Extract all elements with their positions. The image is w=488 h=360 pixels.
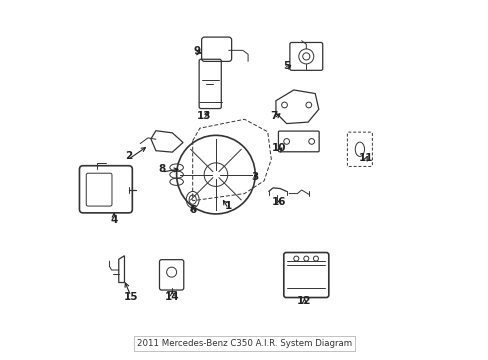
Text: 9: 9: [193, 46, 201, 56]
Text: 10: 10: [272, 143, 286, 153]
Text: 2011 Mercedes-Benz C350 A.I.R. System Diagram: 2011 Mercedes-Benz C350 A.I.R. System Di…: [137, 339, 351, 348]
Text: 12: 12: [297, 296, 311, 306]
Text: 8: 8: [158, 164, 165, 174]
Text: 16: 16: [272, 197, 286, 207]
Text: 7: 7: [269, 111, 277, 121]
Text: 4: 4: [110, 215, 118, 225]
Text: 1: 1: [224, 201, 232, 211]
Text: 15: 15: [123, 292, 138, 302]
Text: 5: 5: [283, 61, 290, 71]
Text: 11: 11: [358, 153, 372, 163]
Text: 3: 3: [251, 172, 258, 182]
Text: 2: 2: [124, 151, 132, 161]
Text: 6: 6: [189, 205, 196, 215]
Text: 13: 13: [197, 111, 211, 121]
Text: 14: 14: [164, 292, 179, 302]
